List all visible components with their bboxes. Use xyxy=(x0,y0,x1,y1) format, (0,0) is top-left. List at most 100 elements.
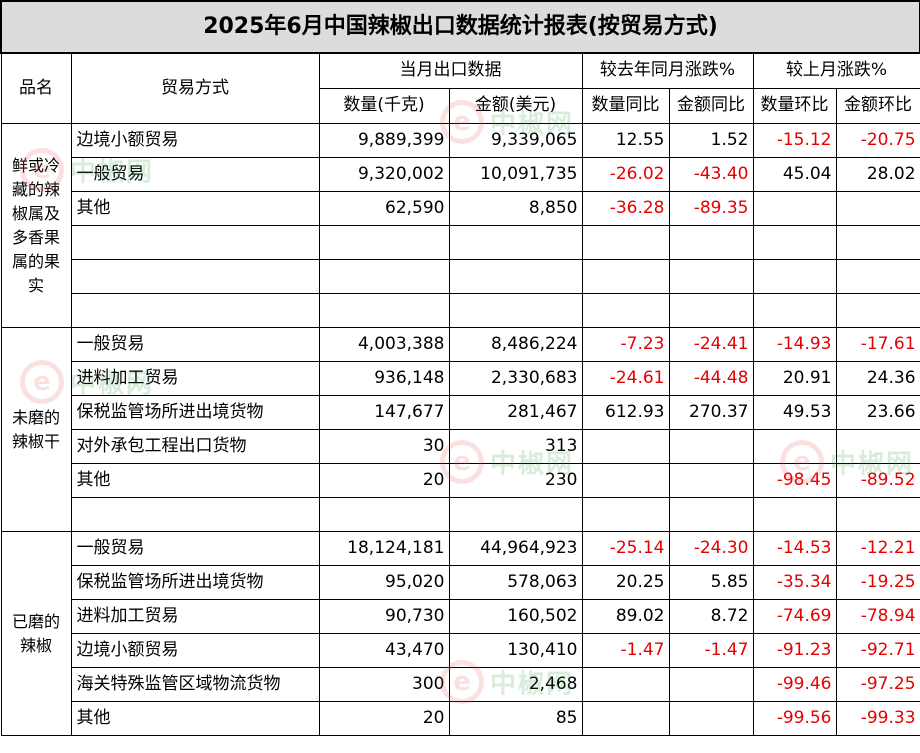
qty-mom-cell xyxy=(752,497,837,532)
product-category: 已磨的辣椒 xyxy=(0,531,72,736)
table-row: 海关特殊监管区域物流货物 300 2,468 -99.46 -97.25 xyxy=(1,667,920,702)
amt-cell: 578,063 xyxy=(448,565,583,600)
amt-cell: 44,964,923 xyxy=(448,531,583,566)
qty-yoy-cell: -24.61 xyxy=(581,361,670,396)
trade-mode-cell: 其他 xyxy=(70,191,320,226)
qty-yoy-cell xyxy=(581,497,670,532)
amt-cell: 9,339,065 xyxy=(448,123,583,158)
trade-mode-cell xyxy=(70,259,320,294)
table-row: 一般贸易 9,320,002 10,091,735 -26.02 -43.40 45.04… xyxy=(1,157,920,192)
header-yoy: 较去年同月涨跌% xyxy=(581,52,754,89)
qty-cell xyxy=(318,225,450,260)
amt-cell xyxy=(448,293,583,328)
qty-cell: 18,124,181 xyxy=(318,531,450,566)
table-row: 对外承包工程出口货物 30 313 xyxy=(1,429,920,464)
qty-yoy-cell xyxy=(581,259,670,294)
header-qty-yoy: 数量同比 xyxy=(581,88,670,124)
qty-yoy-cell: -36.28 xyxy=(581,191,670,226)
qty-mom-cell: -99.56 xyxy=(752,701,837,736)
amt-yoy-cell xyxy=(668,463,754,498)
header-qty: 数量(千克) xyxy=(318,88,450,124)
amt-mom-cell xyxy=(835,497,920,532)
amt-cell: 281,467 xyxy=(448,395,583,430)
qty-mom-cell: -15.12 xyxy=(752,123,837,158)
amt-yoy-cell: -24.41 xyxy=(668,327,754,362)
qty-yoy-cell: 612.93 xyxy=(581,395,670,430)
amt-yoy-cell: -1.47 xyxy=(668,633,754,668)
table-row: 其他 20 85 -99.56 -99.33 xyxy=(1,701,920,736)
qty-yoy-cell xyxy=(581,667,670,702)
qty-cell: 20 xyxy=(318,463,450,498)
amt-cell: 8,850 xyxy=(448,191,583,226)
table-row: 进料加工贸易 90,730 160,502 89.02 8.72 -74.69 -78.94 xyxy=(1,599,920,634)
amt-yoy-cell: -89.35 xyxy=(668,191,754,226)
product-category: 鲜或冷藏的辣椒属及多香果属的果实 xyxy=(0,123,72,328)
amt-yoy-cell xyxy=(668,293,754,328)
header-amt-mom: 金额环比 xyxy=(835,88,920,124)
qty-cell: 9,320,002 xyxy=(318,157,450,192)
qty-mom-cell xyxy=(752,429,837,464)
qty-cell: 147,677 xyxy=(318,395,450,430)
trade-mode-cell: 其他 xyxy=(70,463,320,498)
amt-mom-cell xyxy=(835,225,920,260)
amt-mom-cell: -12.21 xyxy=(835,531,920,566)
trade-mode-cell: 边境小额贸易 xyxy=(70,633,320,668)
qty-mom-cell: -99.46 xyxy=(752,667,837,702)
amt-cell: 230 xyxy=(448,463,583,498)
qty-yoy-cell xyxy=(581,225,670,260)
amt-yoy-cell: 8.72 xyxy=(668,599,754,634)
amt-mom-cell xyxy=(835,293,920,328)
table-row: 保税监管场所进出境货物 95,020 578,063 20.25 5.85 -35.34-… xyxy=(1,565,920,600)
amt-mom-cell: 28.02 xyxy=(835,157,920,192)
amt-mom-cell xyxy=(835,191,920,226)
table-row xyxy=(1,259,920,294)
header-qty-mom: 数量环比 xyxy=(752,88,837,124)
table-row: 鲜或冷藏的辣椒属及多香果属的果实 边境小额贸易 9,889,399 9,339,065… xyxy=(0,123,920,328)
qty-mom-cell: -35.34 xyxy=(752,565,837,600)
qty-yoy-cell xyxy=(581,463,670,498)
qty-cell: 95,020 xyxy=(318,565,450,600)
amt-cell: 2,330,683 xyxy=(448,361,583,396)
table-body: 鲜或冷藏的辣椒属及多香果属的果实 边境小额贸易 9,889,399 9,339,065… xyxy=(0,123,920,736)
amt-mom-cell: -19.25 xyxy=(835,565,920,600)
table-row: 其他 20 230 -98.45 -89.52 xyxy=(1,463,920,498)
page-title: 2025年6月中国辣椒出口数据统计报表(按贸易方式) xyxy=(0,0,920,54)
amt-cell: 313 xyxy=(448,429,583,464)
amt-cell xyxy=(448,259,583,294)
qty-cell: 62,590 xyxy=(318,191,450,226)
trade-mode-cell xyxy=(70,225,320,260)
amt-mom-cell: 23.66 xyxy=(835,395,920,430)
header-amt-yoy: 金额同比 xyxy=(668,88,754,124)
qty-mom-cell: -98.45 xyxy=(752,463,837,498)
trade-mode-cell: 一般贸易 xyxy=(70,327,320,362)
table-row xyxy=(1,293,920,328)
table-row xyxy=(1,225,920,260)
amt-mom-cell xyxy=(835,429,920,464)
amt-mom-cell: -97.25 xyxy=(835,667,920,702)
trade-mode-cell: 边境小额贸易 xyxy=(70,123,320,158)
amt-mom-cell: -99.33 xyxy=(835,701,920,736)
amt-mom-cell: -92.71 xyxy=(835,633,920,668)
qty-mom-cell: 45.04 xyxy=(752,157,837,192)
trade-mode-cell: 保税监管场所进出境货物 xyxy=(70,395,320,430)
qty-cell xyxy=(318,259,450,294)
amt-cell: 130,410 xyxy=(448,633,583,668)
qty-cell: 4,003,388 xyxy=(318,327,450,362)
trade-mode-cell: 一般贸易 xyxy=(70,157,320,192)
trade-mode-cell xyxy=(70,497,320,532)
qty-mom-cell: -74.69 xyxy=(752,599,837,634)
table-row xyxy=(1,497,920,532)
qty-cell: 20 xyxy=(318,701,450,736)
qty-cell: 30 xyxy=(318,429,450,464)
qty-cell: 936,148 xyxy=(318,361,450,396)
table-row: 进料加工贸易 936,148 2,330,683 -24.61 -44.48 20.91 2… xyxy=(1,361,920,396)
amt-mom-cell: -20.75 xyxy=(835,123,920,158)
qty-yoy-cell xyxy=(581,429,670,464)
amt-mom-cell: -17.61 xyxy=(835,327,920,362)
header-product: 品名 xyxy=(0,52,72,124)
qty-mom-cell: 20.91 xyxy=(752,361,837,396)
amt-yoy-cell xyxy=(668,429,754,464)
export-table: 2025年6月中国辣椒出口数据统计报表(按贸易方式) 品名 贸易方式 当月出口数… xyxy=(0,0,920,736)
qty-yoy-cell: -25.14 xyxy=(581,531,670,566)
